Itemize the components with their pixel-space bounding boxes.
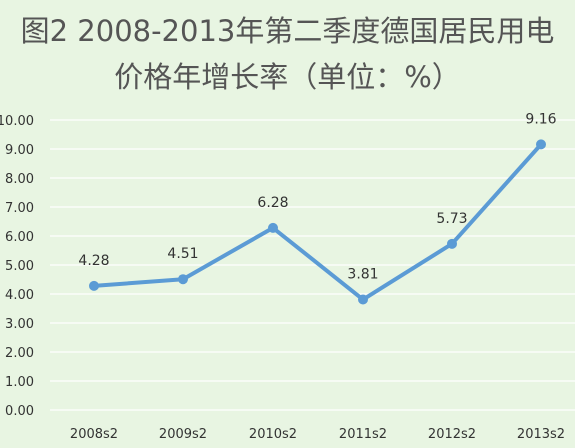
y-tick-label-2: 2.00 xyxy=(5,346,34,361)
data-label-1: 4.51 xyxy=(167,246,198,262)
y-tick-label-10: 10.00 xyxy=(0,114,34,129)
y-tick-label-6: 6.00 xyxy=(5,230,34,245)
data-point-3 xyxy=(358,294,368,305)
y-tick-label-1: 1.00 xyxy=(5,375,34,390)
y-tick-label-3: 3.00 xyxy=(5,317,34,332)
data-label-2: 6.28 xyxy=(257,195,288,211)
x-tick-label-5: 2013s2 xyxy=(517,427,565,442)
data-point-1 xyxy=(178,274,188,285)
y-tick-label-9: 9.00 xyxy=(5,143,34,158)
chart-title-line-1: 图2 2008-2013年第二季度德国居民用电 xyxy=(20,14,555,48)
y-tick-label-0: 0.00 xyxy=(5,404,34,419)
y-tick-label-5: 5.00 xyxy=(5,259,34,274)
data-label-5: 9.16 xyxy=(525,111,556,127)
data-label-4: 5.73 xyxy=(436,211,467,227)
x-tick-label-3: 2011s2 xyxy=(339,427,387,442)
series-line-0 xyxy=(92,142,543,302)
x-tick-label-0: 2008s2 xyxy=(70,427,118,442)
x-tick-label-2: 2010s2 xyxy=(249,427,297,442)
data-label-3: 3.81 xyxy=(347,267,378,283)
data-point-4 xyxy=(447,238,457,249)
y-tick-label-7: 7.00 xyxy=(5,201,34,216)
x-tick-label-1: 2009s2 xyxy=(159,427,207,442)
chart-title-line-2: 价格年增长率（单位：%） xyxy=(114,60,461,94)
y-tick-label-4: 4.00 xyxy=(5,288,34,303)
data-point-5 xyxy=(536,139,546,150)
data-label-0: 4.28 xyxy=(78,253,109,269)
y-tick-label-8: 8.00 xyxy=(5,172,34,187)
x-tick-label-4: 2012s2 xyxy=(428,427,476,442)
data-point-2 xyxy=(268,222,278,233)
data-point-0 xyxy=(89,280,99,291)
